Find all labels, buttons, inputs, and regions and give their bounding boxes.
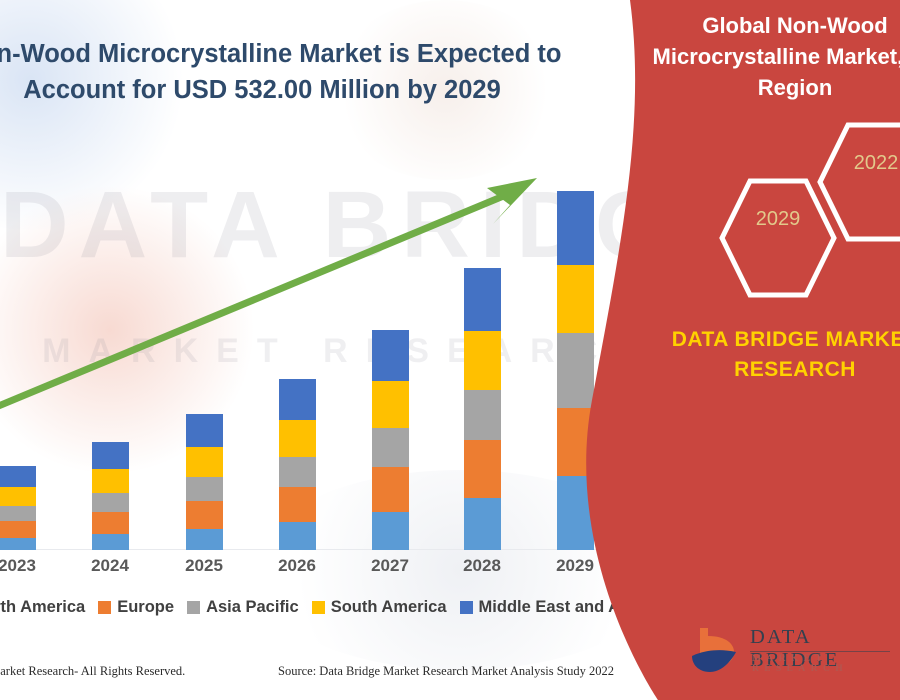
bar-segment: [372, 428, 409, 467]
bar-2024: [92, 442, 129, 550]
legend-label: Europe: [117, 598, 175, 616]
x-axis-label-2028: 2028: [463, 556, 501, 575]
bar-segment: [92, 442, 129, 469]
footer-source: Source: Data Bridge Market Research Mark…: [278, 664, 615, 678]
legend-swatch: [459, 601, 473, 614]
bar-segment: [279, 379, 316, 420]
trend-arrow-icon: [0, 178, 537, 410]
bar-segment: [186, 447, 223, 477]
bar-segment: [279, 487, 316, 522]
bar-segment: [186, 414, 223, 447]
bar-segment: [186, 529, 223, 550]
bar-segment: [464, 331, 501, 390]
chart-baseline: [0, 549, 645, 550]
hexagon-2022-label: 2022: [853, 152, 899, 174]
bar-2025: [186, 414, 223, 550]
bar-segment: [464, 390, 501, 440]
dbmr-logo-mark-icon: [692, 628, 736, 672]
x-axis-label-2025: 2025: [185, 556, 223, 575]
bar-segment: [92, 493, 129, 512]
bar-segment: [279, 457, 316, 487]
bar-segment: [186, 501, 223, 529]
bar-segment: [0, 487, 36, 506]
right-panel-title: Global Non-Wood Microcrystalline Market,…: [652, 13, 900, 101]
footer-copyright: Bridge Market Research- All Rights Reser…: [0, 664, 186, 678]
bar-segment: [464, 440, 501, 498]
bar-2029: [557, 191, 594, 550]
legend-item-asia-pacific: Asia Pacific: [187, 598, 299, 617]
bar-segment: [0, 521, 36, 538]
bar-segment: [372, 381, 409, 428]
bar-2023: [0, 466, 36, 550]
page-title: Non-Wood Microcrystalline Market is Expe…: [0, 40, 562, 105]
bar-segment: [464, 268, 501, 331]
x-axis-label-2024: 2024: [91, 556, 129, 575]
hexagon-2022-icon: [817, 122, 900, 242]
bar-segment: [92, 469, 129, 493]
bar-2027: [372, 330, 409, 550]
legend-label: Asia Pacific: [206, 598, 299, 616]
bar-segment: [557, 333, 594, 408]
legend-swatch: [187, 601, 201, 614]
bar-2028: [464, 268, 501, 550]
stacked-bar-chart: [0, 150, 645, 550]
legend-label: Middle East and Africa: [478, 598, 655, 616]
bar-segment: [372, 467, 409, 512]
hexagon-2029-label: 2029: [755, 208, 801, 230]
chart-legend: North America Europe Asia Pacific South Ame…: [0, 598, 655, 617]
bar-segment: [464, 498, 501, 550]
bar-segment: [557, 265, 594, 333]
dbmr-logo: DATA BRIDGE MARKET RESEARCH: [688, 620, 900, 682]
bar-segment: [186, 477, 223, 501]
bar-2026: [279, 379, 316, 550]
right-panel-brand: DATA BRIDGE MARKET RESEARCH: [671, 328, 900, 382]
legend-swatch: [98, 601, 112, 614]
bar-segment: [279, 420, 316, 457]
bar-segment: [0, 466, 36, 487]
x-axis-label-2029: 2029: [556, 556, 594, 575]
bar-segment: [557, 191, 594, 265]
legend-item-europe: Europe: [98, 598, 174, 617]
x-axis-label-2026: 2026: [278, 556, 316, 575]
bar-segment: [0, 506, 36, 521]
legend-item-middle-east-and-africa: Middle East and Africa: [459, 598, 655, 617]
legend-item-north-america: North America: [0, 598, 85, 617]
bar-segment: [372, 330, 409, 381]
legend-label: North America: [0, 598, 86, 616]
x-axis-label-2027: 2027: [371, 556, 409, 575]
legend-item-south-america: South America: [311, 598, 447, 617]
bar-segment: [0, 538, 36, 550]
bar-segment: [372, 512, 409, 550]
right-red-panel: 2029 2022 Global Non-Wood Microcrystalli…: [570, 0, 900, 700]
dbmr-logo-tagline: MARKET RESEARCH: [752, 654, 848, 674]
dbmr-logo-name: DATA BRIDGE: [750, 626, 840, 671]
dbmr-logo-rule: [750, 651, 890, 652]
hexagon-2029-icon: [719, 178, 837, 298]
legend-swatch: [311, 601, 325, 614]
x-axis-label-2023: 2023: [0, 556, 36, 575]
legend-label: South America: [330, 598, 447, 616]
bar-segment: [92, 512, 129, 534]
bar-segment: [92, 534, 129, 550]
x-axis-labels: 2023 2024 2025 2026 2027 2028 2029: [0, 556, 645, 582]
bar-segment: [279, 522, 316, 550]
